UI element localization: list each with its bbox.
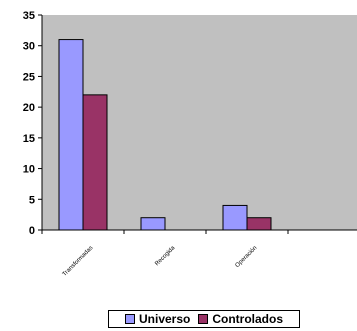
- legend-item-controlados: Controlados: [198, 312, 283, 326]
- x-tick-label: Transformadas: [62, 245, 95, 278]
- bar-controlados-2: [246, 217, 272, 231]
- x-tick-label: Operación: [235, 245, 259, 269]
- y-tick-label: 35: [23, 10, 35, 22]
- y-tick-label: 10: [23, 164, 35, 176]
- y-tick-label: 15: [23, 133, 35, 145]
- y-tick-label: 30: [23, 41, 35, 53]
- bar-universo-0: [58, 39, 84, 231]
- bar-universo-1: [140, 217, 166, 231]
- legend-swatch-universo: [124, 314, 135, 324]
- y-tick-label: 5: [29, 194, 35, 206]
- bar-universo-2: [222, 204, 248, 231]
- y-tick-label: 25: [23, 71, 35, 83]
- y-tick-label: 0: [29, 225, 35, 237]
- legend: Universo Controlados: [108, 310, 300, 328]
- legend-label-universo: Universo: [138, 312, 191, 326]
- bar-controlados-0: [82, 94, 108, 231]
- x-tick-label: Recogida: [154, 245, 177, 268]
- y-tick-label: 20: [23, 102, 35, 114]
- legend-item-universo: Universo: [124, 312, 191, 326]
- legend-label-controlados: Controlados: [212, 312, 284, 326]
- legend-swatch-controlados: [198, 314, 209, 324]
